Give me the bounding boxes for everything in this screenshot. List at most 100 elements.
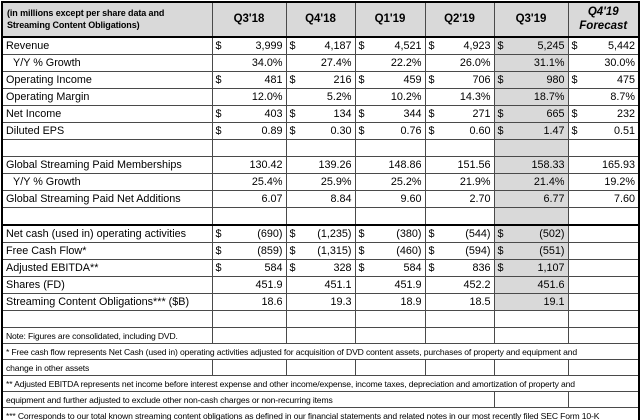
- data-cell: [424, 139, 495, 157]
- data-cell: $0.30: [285, 122, 356, 140]
- data-cell: [567, 310, 640, 328]
- empty-cell: [424, 359, 495, 376]
- data-cell: 9.60: [354, 190, 426, 208]
- row-label: [1, 310, 213, 328]
- row-label: [1, 139, 213, 157]
- data-cell: $ (690): [211, 224, 287, 243]
- data-cell: [354, 139, 426, 157]
- data-cell: 151.56: [424, 156, 495, 174]
- dollar-sign: $: [215, 40, 222, 52]
- table-row: Y/Y % Growth 34.0% 27.4% 22.2% 26.0% 31.1% 30.…: [1, 54, 640, 72]
- data-cell: $134: [285, 105, 356, 123]
- dollar-sign: $: [571, 125, 578, 137]
- data-cell: 21.4%: [493, 173, 569, 191]
- data-cell: $0.51: [567, 122, 640, 140]
- cell-value: 584: [264, 262, 283, 274]
- dollar-sign: $: [358, 245, 365, 257]
- data-cell: 451.6: [493, 276, 569, 294]
- data-cell: [567, 276, 640, 294]
- data-cell: $584: [211, 259, 287, 277]
- data-cell: 6.07: [211, 190, 287, 208]
- table-row: Diluted EPS $0.89 $0.30 $0.76 $0.60 $1.47 $0.5…: [1, 122, 640, 140]
- dollar-sign: $: [428, 40, 435, 52]
- data-cell: [354, 207, 426, 226]
- footnote-row: change in other assets: [1, 359, 640, 376]
- dollar-sign: $: [289, 74, 296, 86]
- data-cell: 5.2%: [285, 88, 356, 106]
- data-cell: 19.1: [493, 293, 569, 311]
- cell-value: (1,315): [317, 245, 352, 257]
- dollar-sign: $: [358, 125, 365, 137]
- data-cell: 30.0%: [567, 54, 640, 72]
- dollar-sign: $: [358, 108, 365, 120]
- cell-value: (690): [257, 228, 283, 240]
- data-cell: $ (544): [424, 224, 495, 243]
- dollar-sign: $: [428, 74, 435, 86]
- cell-value: 481: [264, 74, 283, 86]
- empty-cell: [354, 359, 426, 376]
- row-label: Global Streaming Paid Net Additions: [1, 190, 213, 208]
- table-row: Revenue $3,999 $4,187 $4,521 $4,923 $5,245 $5,…: [1, 36, 640, 55]
- row-label: Shares (FD): [1, 276, 213, 294]
- data-cell: 148.86: [354, 156, 426, 174]
- data-cell: 12.0%: [211, 88, 287, 106]
- cell-value: 134: [333, 108, 352, 120]
- data-cell: 451.9: [354, 276, 426, 294]
- empty-cell: [493, 359, 569, 376]
- dollar-sign: $: [497, 74, 504, 86]
- note-row: Note: Figures are consolidated, includin…: [1, 327, 640, 344]
- data-cell: 26.0%: [424, 54, 495, 72]
- data-cell: [285, 139, 356, 157]
- cell-value: 459: [403, 74, 422, 86]
- cell-value: 328: [333, 262, 352, 274]
- cell-value: 0.30: [330, 125, 352, 137]
- cell-value: 665: [546, 108, 565, 120]
- footnote-row: *** Corresponds to our total known strea…: [1, 407, 640, 420]
- footnote-text: change in other assets: [1, 359, 213, 376]
- cell-value: 3,999: [255, 40, 283, 52]
- empty-cell: [211, 359, 287, 376]
- table-body: Revenue $3,999 $4,187 $4,521 $4,923 $5,245 $5,…: [1, 36, 640, 420]
- dollar-sign: $: [289, 228, 296, 240]
- cell-value: 216: [333, 74, 352, 86]
- data-cell: [567, 242, 640, 260]
- data-cell: $980: [493, 71, 569, 89]
- data-cell: 21.9%: [424, 173, 495, 191]
- data-cell: $0.60: [424, 122, 495, 140]
- cell-value: 0.51: [613, 125, 635, 137]
- data-cell: [211, 139, 287, 157]
- data-cell: $ (502): [493, 224, 569, 243]
- data-cell: 451.1: [285, 276, 356, 294]
- dollar-sign: $: [215, 228, 222, 240]
- data-cell: $0.76: [354, 122, 426, 140]
- dollar-sign: $: [215, 262, 222, 274]
- data-cell: 31.1%: [493, 54, 569, 72]
- footnote-row: * Free cash flow represents Net Cash (us…: [1, 343, 640, 360]
- table-row: Global Streaming Paid Net Additions 6.07 8…: [1, 190, 640, 208]
- data-cell: 18.7%: [493, 88, 569, 106]
- data-cell: $ (594): [424, 242, 495, 260]
- dollar-sign: $: [571, 40, 578, 52]
- empty-cell: [567, 359, 640, 376]
- dollar-sign: $: [497, 125, 504, 137]
- cell-value: 836: [472, 262, 491, 274]
- table-row: Operating Income $481 $216 $459 $706 $980 $475: [1, 71, 640, 89]
- data-cell: 451.9: [211, 276, 287, 294]
- data-cell: $4,923: [424, 36, 495, 55]
- data-cell: [567, 207, 640, 226]
- dollar-sign: $: [289, 108, 296, 120]
- data-cell: $584: [354, 259, 426, 277]
- data-cell: $403: [211, 105, 287, 123]
- empty-cell: [493, 391, 569, 408]
- data-cell: 25.2%: [354, 173, 426, 191]
- cell-value: 584: [403, 262, 422, 274]
- footnote-text: equipment and further adjusted to exclud…: [1, 391, 495, 408]
- dollar-sign: $: [428, 125, 435, 137]
- data-cell: $5,245: [493, 36, 569, 55]
- cell-value: 4,923: [463, 40, 491, 52]
- dollar-sign: $: [358, 40, 365, 52]
- data-cell: 22.2%: [354, 54, 426, 72]
- data-cell: [285, 310, 356, 328]
- cell-value: (551): [539, 245, 565, 257]
- blank-row: [1, 139, 640, 157]
